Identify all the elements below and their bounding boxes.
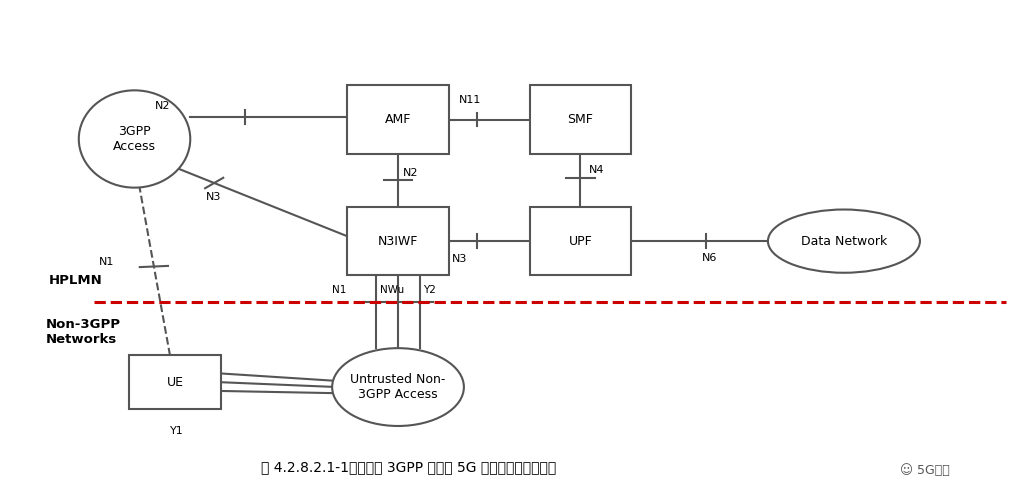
- Text: Y1: Y1: [170, 426, 183, 436]
- Text: UPF: UPF: [569, 235, 592, 247]
- Text: N4: N4: [589, 165, 604, 176]
- FancyBboxPatch shape: [347, 86, 448, 154]
- Text: AMF: AMF: [385, 113, 412, 126]
- Text: UE: UE: [166, 376, 183, 389]
- Text: N1: N1: [99, 257, 114, 267]
- Text: N2: N2: [155, 101, 170, 111]
- FancyBboxPatch shape: [129, 355, 221, 409]
- Text: HPLMN: HPLMN: [48, 275, 102, 287]
- Text: N11: N11: [459, 95, 481, 105]
- Text: N3: N3: [206, 192, 221, 202]
- Text: N1: N1: [332, 285, 346, 295]
- Text: NWu: NWu: [380, 285, 404, 295]
- Text: ☺ 5G通信: ☺ 5G通信: [900, 464, 950, 477]
- Text: Y2: Y2: [423, 285, 436, 295]
- Text: 3GPP
Access: 3GPP Access: [113, 125, 156, 153]
- Text: N3: N3: [451, 254, 467, 265]
- Ellipse shape: [768, 210, 920, 273]
- Text: N6: N6: [702, 253, 717, 263]
- FancyBboxPatch shape: [347, 207, 448, 275]
- Text: Data Network: Data Network: [801, 235, 888, 247]
- Ellipse shape: [332, 348, 464, 426]
- FancyBboxPatch shape: [530, 207, 631, 275]
- Text: Untrusted Non-
3GPP Access: Untrusted Non- 3GPP Access: [351, 373, 445, 401]
- FancyBboxPatch shape: [530, 86, 631, 154]
- Text: N3IWF: N3IWF: [378, 235, 418, 247]
- Text: SMF: SMF: [568, 113, 593, 126]
- Ellipse shape: [78, 91, 191, 187]
- Text: Non-3GPP
Networks: Non-3GPP Networks: [45, 318, 120, 346]
- Text: N2: N2: [404, 168, 419, 178]
- Text: 图 4.2.8.2.1-1：具有非 3GPP 接入的 5G 核心网的非漫游架构: 图 4.2.8.2.1-1：具有非 3GPP 接入的 5G 核心网的非漫游架构: [261, 461, 555, 475]
